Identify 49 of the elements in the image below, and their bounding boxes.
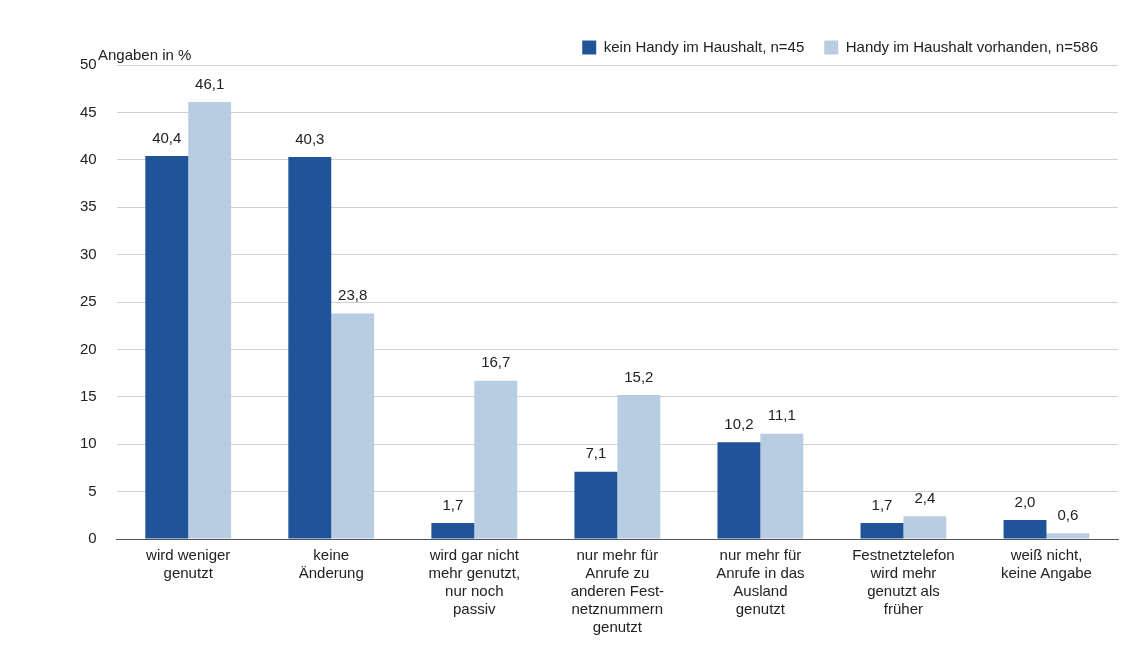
x-tick-label: nur mehr für Anrufe zu anderen Fest- netznummern genutzt [570,546,665,636]
y-tick-label: 0 [88,529,97,547]
y-tick-label: 10 [80,434,97,452]
data-label: 46,1 [195,74,225,92]
y-tick-label: 25 [80,292,97,310]
y-tick-label: 50 [80,55,97,73]
bar [145,156,189,539]
data-label: 7,1 [585,444,607,462]
bar [717,442,761,539]
legend-label: kein Handy im Haushalt, n=45 [603,37,805,55]
data-label: 40,4 [152,128,182,146]
data-label: 16,7 [481,353,511,371]
bar [1046,533,1090,539]
data-label: 0,6 [1057,505,1079,523]
x-tick-label: Festnetztelefon wird mehr genutzt als früher [852,546,955,618]
y-tick-label: 40 [80,149,97,167]
data-label: 1,7 [442,495,464,513]
bar [188,101,232,539]
x-tick-label: weiß nicht, keine Angabe [1001,546,1092,582]
data-label: 15,2 [624,367,654,385]
y-tick-label: 35 [80,197,97,215]
x-tick-label: wird gar nicht mehr genutzt, nur noch passiv [428,546,521,618]
y-tick-label: 20 [80,339,97,357]
y-tick-label: 5 [88,481,97,499]
x-tick-label: wird weniger genutzt [145,546,231,582]
y-axis-title: Angaben in % [98,46,192,63]
x-tick-label: keine Änderung [298,546,364,582]
y-tick-label: 30 [80,244,97,262]
bar [431,522,475,539]
x-tick-label: nur mehr für Anrufe in das Ausland genutzt [716,546,805,618]
bar [331,313,375,539]
data-label: 2,0 [1014,492,1036,510]
legend-label: Handy im Haushalt vorhanden, n=586 [845,37,1098,55]
data-label: 11,1 [767,406,796,424]
bar [474,380,518,539]
y-tick-label: 15 [80,386,97,404]
bar [574,471,618,539]
data-label: 1,7 [871,495,893,513]
bar [860,522,904,539]
y-tick-label: 45 [80,102,97,120]
bar [1003,520,1047,539]
bar [617,394,661,539]
data-label: 23,8 [338,286,368,304]
bar [760,433,804,539]
data-label: 10,2 [724,414,754,432]
data-label: 40,3 [295,129,325,147]
bar [903,516,947,539]
data-label: 2,4 [914,488,936,506]
bar [288,156,332,539]
